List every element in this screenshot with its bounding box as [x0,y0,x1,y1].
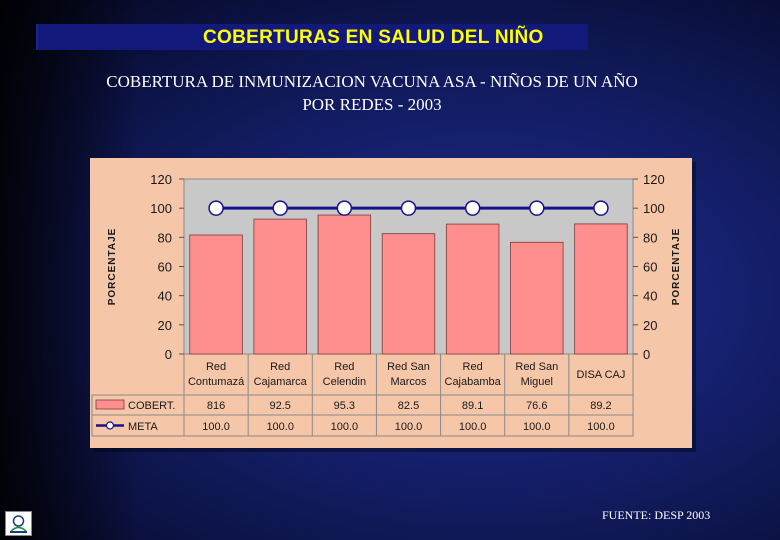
y-tick-label-right: 40 [643,289,657,304]
x-category-label-1: Contumazá [188,376,245,388]
page-title: COBERTURAS EN SALUD DEL NIÑO [203,27,544,48]
y-tick-label-right: 20 [643,318,657,333]
y-tick-label-left: 120 [150,172,172,187]
bar-2 [253,218,307,355]
bar-7 [574,223,628,355]
source-note: FUENTE: DESP 2003 [602,508,711,522]
table-value-cobert-5: 89.1 [462,400,483,412]
table-value-cobert-6: 76.6 [526,400,547,412]
chart-frame: 0 0 20 20 40 40 60 60 80 80 100 100 120 120 PORCENTAJE… [90,158,692,448]
table-value-meta-5: 100.0 [459,421,487,433]
y-axis-title-left: PORCENTAJE [107,228,118,306]
table-value-cobert-2: 92.5 [270,400,291,412]
y-tick-label-right: 0 [643,347,650,362]
x-category-label-5: Red [463,361,483,373]
legend-key-cobert [95,399,125,410]
x-category-label-6: Miguel [521,376,553,388]
x-category-label-5: Cajabamba [445,376,502,388]
x-category-label-3: Red [334,361,354,373]
table-value-meta-1: 100.0 [202,421,230,433]
x-category-label-7: DISA CAJ [576,369,625,381]
x-category-label-4: Marcos [390,376,427,388]
y-tick-label-right: 100 [643,201,665,216]
x-category-label-2: Cajamarca [254,376,308,388]
y-tick-label-left: 20 [158,318,172,333]
x-category-label-2: Red [270,361,290,373]
meta-point-2 [272,200,288,216]
x-category-label-4: Red San [387,361,430,373]
bar-4 [381,233,436,355]
x-category-label-6: Red San [515,361,558,373]
meta-point-5 [464,200,481,216]
bar-6 [510,241,564,355]
meta-point-6 [529,200,545,216]
title-bar [36,24,588,50]
institution-logo-icon [5,511,32,536]
table-value-cobert-3: 95.3 [334,400,355,412]
y-tick-label-left: 0 [165,347,172,362]
table-value-meta-6: 100.0 [523,421,551,433]
subtitle-line-2: POR REDES - 2003 [302,95,442,114]
bar-3 [317,214,372,355]
legend-label-meta: META [128,421,158,433]
y-tick-label-left: 40 [158,289,172,304]
y-axis-title-right: PORCENTAJE [671,228,682,306]
legend-key-meta-point [105,421,115,430]
bar-5 [445,223,500,355]
table-value-meta-7: 100.0 [587,421,615,433]
x-category-label-1: Red [206,361,226,373]
table-value-cobert-1: 816 [207,400,225,412]
chart-subtitle: COBERTURA DE INMUNIZACION VACUNA ASA - N… [24,70,720,116]
table-value-meta-2: 100.0 [266,421,294,433]
x-category-label-3: Celendin [323,376,366,388]
y-tick-label-right: 80 [643,230,657,245]
table-value-meta-4: 100.0 [395,421,423,433]
coverage-chart: 0 0 20 20 40 40 60 60 80 80 100 100 120 120 PORCENTAJE… [91,172,682,437]
y-tick-label-left: 100 [150,201,172,216]
bar-1 [189,234,243,355]
legend-label-cobert: COBERT. [128,400,175,412]
meta-point-1 [208,200,224,216]
table-value-cobert-4: 82.5 [398,400,419,412]
y-tick-label-left: 80 [158,230,172,245]
table-value-cobert-7: 89.2 [590,400,611,412]
table-value-meta-3: 100.0 [331,421,359,433]
y-tick-label-right: 60 [643,260,657,275]
meta-point-3 [336,200,353,216]
meta-point-7 [593,200,609,216]
meta-point-4 [400,200,417,216]
subtitle-line-1: COBERTURA DE INMUNIZACION VACUNA ASA - N… [106,72,638,91]
y-tick-label-right: 120 [643,172,665,187]
y-tick-label-left: 60 [158,260,172,275]
